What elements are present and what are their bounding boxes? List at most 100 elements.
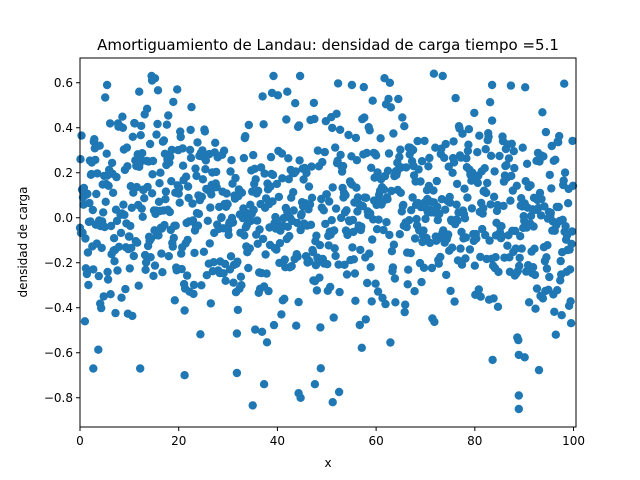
data-point xyxy=(506,81,516,90)
data-point xyxy=(417,157,427,166)
data-point xyxy=(219,269,228,278)
data-point xyxy=(294,297,303,307)
data-point xyxy=(441,139,450,149)
data-point xyxy=(94,345,103,354)
data-point xyxy=(194,209,204,219)
data-point xyxy=(493,302,503,311)
y-tick-label: −0.8 xyxy=(44,391,73,405)
data-point xyxy=(457,260,467,269)
data-point xyxy=(186,125,195,135)
data-point xyxy=(244,120,253,130)
data-point xyxy=(176,132,185,142)
data-point xyxy=(178,144,187,153)
data-point xyxy=(389,129,398,138)
data-point xyxy=(451,93,460,103)
data-point xyxy=(180,306,189,315)
data-point xyxy=(100,222,109,232)
data-point xyxy=(93,169,102,178)
data-point xyxy=(566,319,576,328)
x-tick-label: 40 xyxy=(270,434,285,448)
data-point xyxy=(135,87,144,96)
data-point xyxy=(561,222,570,231)
data-point xyxy=(245,244,254,253)
data-point xyxy=(502,161,511,170)
data-point xyxy=(189,289,198,299)
data-point xyxy=(489,294,498,303)
data-point xyxy=(101,93,110,102)
data-point xyxy=(150,261,160,270)
data-point xyxy=(130,119,139,128)
data-point xyxy=(258,92,267,101)
data-point xyxy=(143,182,152,192)
data-point xyxy=(529,222,538,231)
data-point xyxy=(258,234,268,244)
data-point xyxy=(427,263,437,273)
data-point xyxy=(259,120,268,129)
data-point xyxy=(417,277,426,287)
data-point xyxy=(537,194,546,204)
data-point xyxy=(119,200,128,209)
data-point xyxy=(97,303,106,313)
data-point xyxy=(89,364,98,373)
data-point xyxy=(460,184,469,193)
data-point xyxy=(368,235,377,244)
data-point xyxy=(149,271,158,281)
data-point xyxy=(192,171,201,181)
data-point xyxy=(509,147,518,156)
data-point xyxy=(175,183,184,193)
data-point xyxy=(387,247,397,256)
data-point xyxy=(362,148,371,158)
data-point xyxy=(111,308,120,318)
data-point xyxy=(408,193,417,202)
data-point xyxy=(350,269,360,278)
data-point xyxy=(312,231,321,240)
data-point xyxy=(490,167,499,176)
data-point xyxy=(515,253,524,263)
data-point xyxy=(449,158,459,167)
data-point xyxy=(376,134,385,143)
data-point xyxy=(251,175,260,184)
data-point xyxy=(148,170,157,179)
data-point xyxy=(272,179,282,189)
data-point xyxy=(545,170,554,180)
data-point xyxy=(547,141,556,151)
data-point xyxy=(291,99,300,108)
data-point xyxy=(518,143,527,152)
data-point xyxy=(319,206,328,215)
data-point xyxy=(351,133,361,143)
data-point xyxy=(190,248,199,258)
data-point xyxy=(236,272,246,281)
data-point xyxy=(507,171,516,181)
data-point xyxy=(262,338,272,347)
x-tick-label: 20 xyxy=(171,434,186,448)
data-point xyxy=(137,204,146,213)
data-point xyxy=(438,71,447,81)
data-point xyxy=(118,123,128,132)
data-point xyxy=(159,136,169,145)
data-point xyxy=(294,121,304,130)
data-point xyxy=(309,98,319,108)
data-point xyxy=(373,168,382,177)
data-point xyxy=(138,149,147,158)
data-point xyxy=(316,364,325,373)
data-point xyxy=(360,113,369,122)
data-point xyxy=(83,248,93,257)
data-point xyxy=(531,304,540,313)
data-point xyxy=(543,241,552,250)
data-point xyxy=(203,216,212,225)
data-point xyxy=(365,249,374,258)
data-point xyxy=(261,250,270,259)
data-point xyxy=(226,252,236,261)
data-point xyxy=(233,257,242,266)
data-point xyxy=(542,264,552,273)
data-point xyxy=(132,182,141,192)
data-point xyxy=(200,127,210,136)
data-point xyxy=(367,297,376,306)
data-point xyxy=(260,169,269,178)
data-point xyxy=(122,143,132,152)
data-point xyxy=(141,265,150,274)
data-point xyxy=(419,226,428,235)
data-point xyxy=(183,235,192,245)
data-point xyxy=(357,343,366,352)
data-point xyxy=(280,294,289,303)
